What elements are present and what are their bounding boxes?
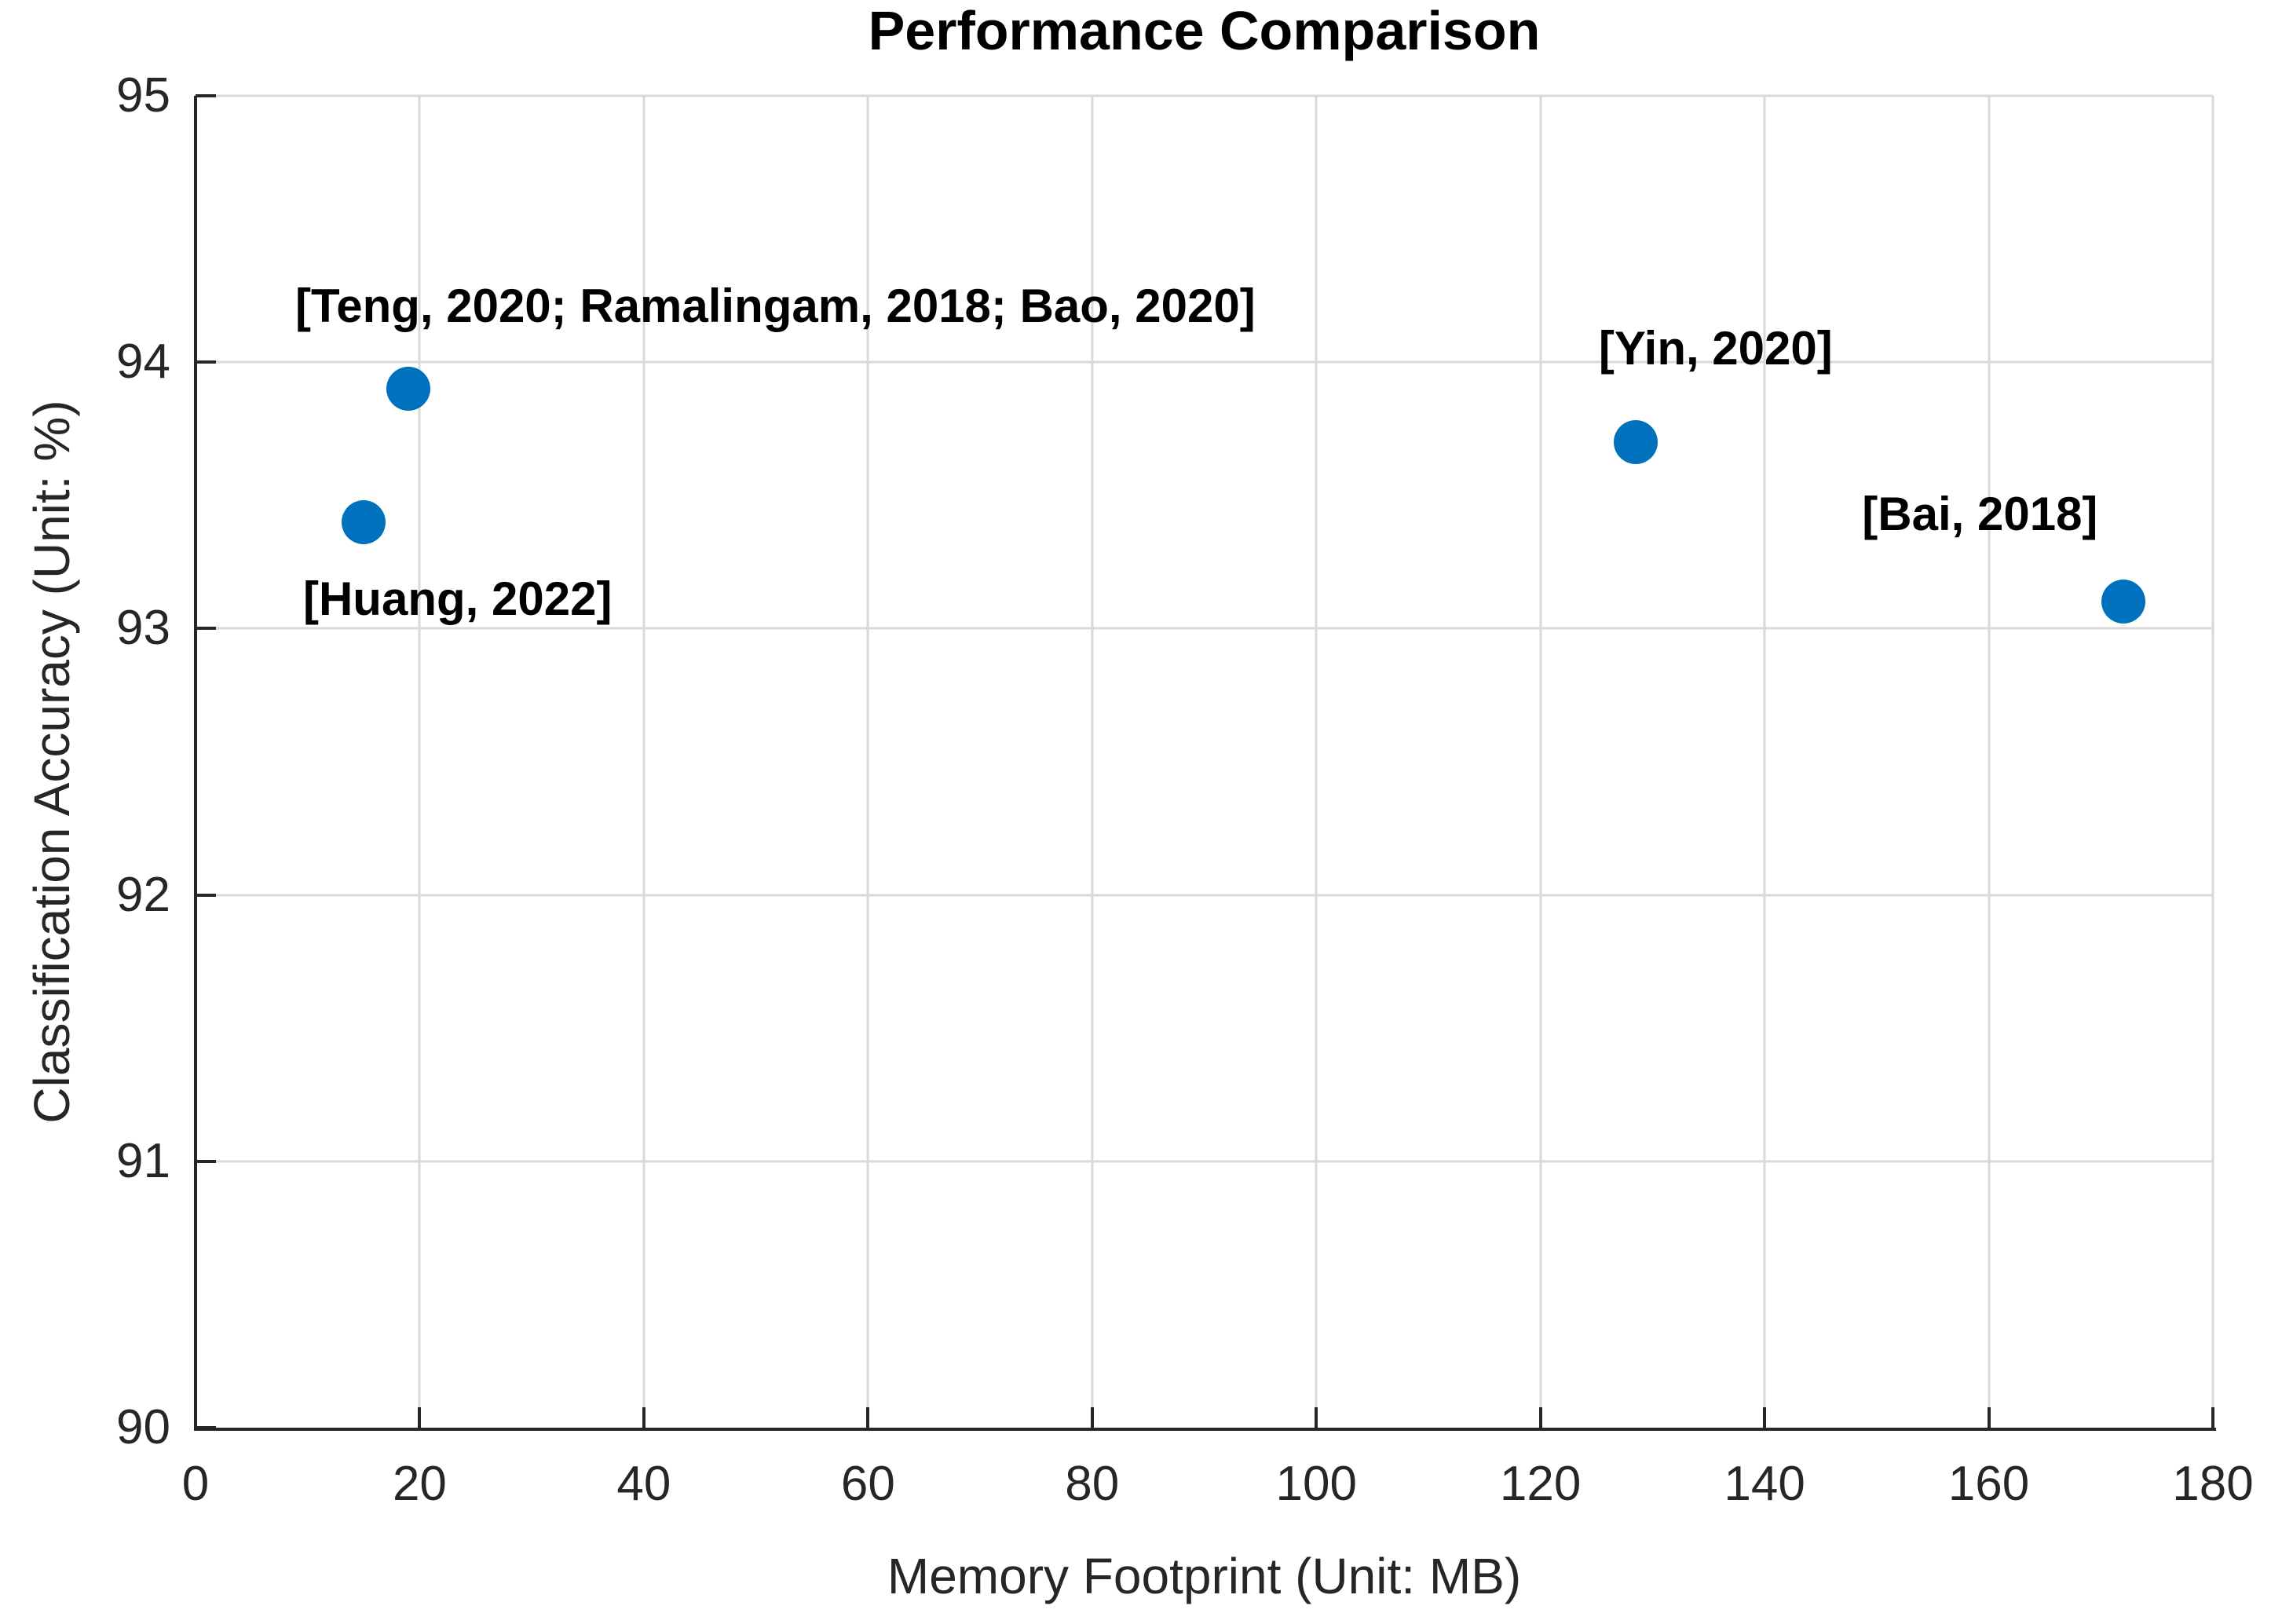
x-tick-mark: [2211, 1407, 2214, 1428]
data-point: [2101, 580, 2145, 624]
x-axis-label: Memory Footprint (Unit: MB): [887, 1548, 1522, 1604]
x-gridline: [642, 96, 645, 1428]
y-tick-mark: [196, 627, 216, 631]
data-point-label: [Huang, 2022]: [303, 572, 613, 626]
x-tick-label: 80: [1065, 1457, 1120, 1511]
x-tick-mark: [418, 1407, 422, 1428]
x-axis-line: [194, 1428, 2216, 1431]
x-gridline: [1315, 96, 1318, 1428]
y-tick-label: 90: [116, 1400, 170, 1454]
y-tick-label: 92: [116, 867, 170, 922]
x-gridline: [1988, 96, 1991, 1428]
data-point-label: [Yin, 2020]: [1598, 322, 1833, 375]
y-axis-label: Classification Accuracy (Unit: %): [24, 400, 80, 1124]
y-tick-mark: [196, 893, 216, 897]
x-tick-label: 0: [181, 1457, 210, 1511]
y-tick-mark: [196, 94, 216, 97]
data-point-label: [Bai, 2018]: [1862, 487, 2098, 540]
y-tick-mark: [196, 360, 216, 364]
x-tick-mark: [1090, 1407, 1094, 1428]
plot-area: [Teng, 2020; Ramalingam, 2018; Bao, 2020…: [194, 94, 2214, 1429]
y-gridline: [196, 894, 2213, 897]
y-tick-label: 95: [116, 68, 170, 123]
data-point-label: [Teng, 2020; Ramalingam, 2018; Bao, 2020…: [295, 279, 1256, 332]
x-gridline: [418, 96, 421, 1428]
x-tick-labels: 0 20 40 60 80 100 120 140 160 180: [182, 1454, 2254, 1517]
y-gridline: [196, 94, 2213, 97]
x-gridline: [2211, 96, 2214, 1428]
x-tick-label: 100: [1275, 1457, 1357, 1511]
x-tick-label: 60: [840, 1457, 895, 1511]
x-tick-mark: [642, 1407, 645, 1428]
x-tick-mark: [1987, 1407, 1991, 1428]
x-gridline: [1091, 96, 1094, 1428]
data-point: [342, 499, 386, 544]
y-tick-labels: 90 91 92 93 94 95: [0, 68, 170, 1454]
y-gridline: [196, 360, 2213, 364]
x-tick-label: 160: [1947, 1457, 2030, 1511]
data-point: [386, 367, 431, 411]
y-axis-line: [194, 96, 197, 1431]
data-point: [1613, 419, 1658, 464]
y-tick-label: 93: [116, 601, 170, 656]
y-tick-label: 94: [116, 335, 170, 390]
x-gridline: [1763, 96, 1766, 1428]
y-gridline: [196, 1160, 2213, 1163]
x-tick-mark: [1763, 1407, 1767, 1428]
y-tick-mark: [196, 1159, 216, 1163]
x-tick-label: 120: [1499, 1457, 1582, 1511]
x-tick-label: 20: [392, 1457, 447, 1511]
x-tick-mark: [1315, 1407, 1318, 1428]
y-tick-label: 91: [116, 1133, 170, 1188]
x-tick-label: 40: [616, 1457, 671, 1511]
x-tick-mark: [1538, 1407, 1542, 1428]
chart-title: Performance Comparison: [868, 0, 1541, 61]
x-tick-mark: [866, 1407, 870, 1428]
x-tick-label: 140: [1724, 1457, 1805, 1511]
y-gridline: [196, 627, 2213, 630]
x-gridline: [866, 96, 869, 1428]
x-gridline: [1539, 96, 1542, 1428]
x-tick-label: 180: [2172, 1457, 2254, 1511]
